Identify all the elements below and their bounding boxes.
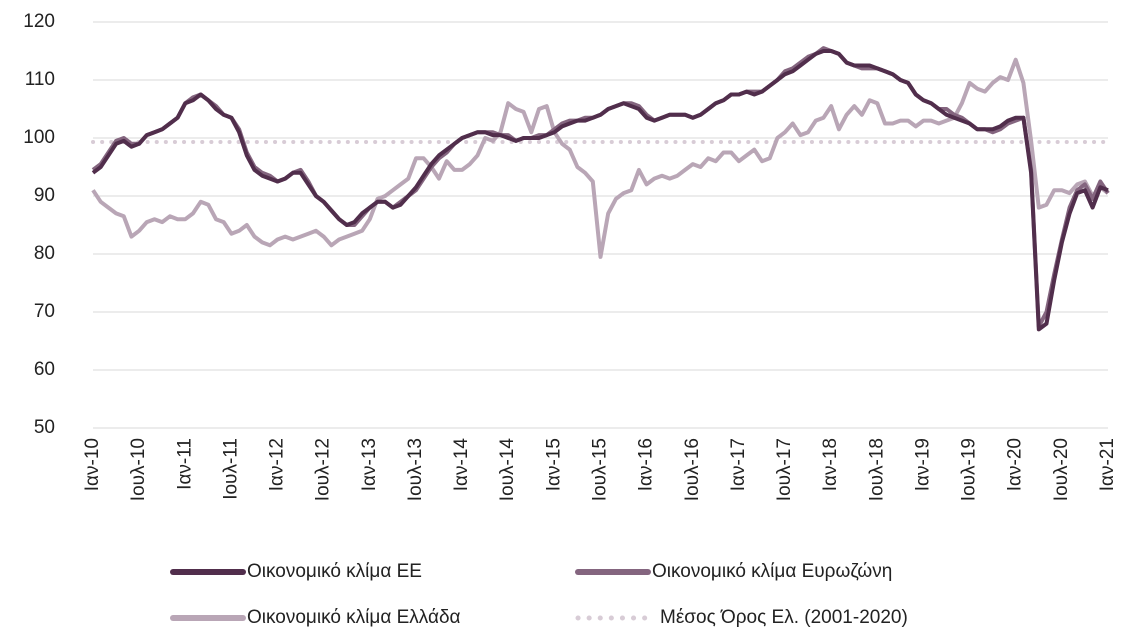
x-tick-label: Ιαν-19 bbox=[912, 438, 933, 491]
x-tick-label: Ιουλ-12 bbox=[313, 438, 334, 501]
x-tick-label: Ιουλ-14 bbox=[497, 438, 518, 502]
x-tick-label: Ιαν-18 bbox=[820, 438, 841, 491]
y-tick-label: 100 bbox=[23, 127, 55, 148]
x-tick-label: Ιουλ-10 bbox=[128, 438, 149, 501]
legend-label: Οικονομικό κλίμα ΕΕ bbox=[247, 561, 422, 582]
x-tick-label: Ιαν-16 bbox=[636, 438, 657, 491]
x-tick-label: Ιαν-15 bbox=[543, 438, 564, 491]
y-tick-label: 120 bbox=[23, 11, 55, 32]
x-tick-label: Ιουλ-20 bbox=[1051, 438, 1072, 501]
legend-label: Οικονομικό κλίμα Ευρωζώνη bbox=[652, 561, 892, 582]
x-tick-label: Ιαν-21 bbox=[1097, 438, 1118, 491]
legend-label: Μέσος Όρος Ελ. (2001-2020) bbox=[660, 607, 908, 628]
series-line bbox=[91, 49, 1109, 332]
x-tick-label: Ιουλ-17 bbox=[774, 438, 795, 501]
x-tick-label: Ιουλ-13 bbox=[405, 438, 426, 501]
y-tick-label: 110 bbox=[25, 69, 55, 90]
x-tick-label: Ιαν-20 bbox=[1005, 438, 1026, 491]
y-tick-label: 90 bbox=[34, 185, 55, 206]
x-tick-label: Ιουλ-11 bbox=[220, 438, 241, 500]
x-tick-label: Ιαν-13 bbox=[359, 438, 380, 491]
x-tick-label: Ιαν-11 bbox=[174, 438, 195, 490]
x-tick-label: Ιαν-17 bbox=[728, 438, 749, 491]
x-tick-label: Ιουλ-19 bbox=[959, 438, 980, 501]
legend-label: Οικονομικό κλίμα Ελλάδα bbox=[247, 607, 461, 628]
x-tick-label: Ιουλ-16 bbox=[682, 438, 703, 501]
x-tick-label: Ιουλ-15 bbox=[590, 438, 611, 501]
x-tick-label: Ιαν-10 bbox=[82, 438, 103, 491]
x-tick-label: Ιαν-12 bbox=[267, 438, 288, 491]
y-tick-label: 60 bbox=[34, 359, 55, 380]
y-tick-label: 70 bbox=[34, 301, 55, 322]
x-tick-label: Ιουλ-18 bbox=[866, 438, 887, 501]
y-tick-label: 50 bbox=[34, 417, 55, 438]
series-line bbox=[91, 57, 1110, 259]
x-tick-label: Ιαν-14 bbox=[451, 438, 472, 492]
y-tick-label: 80 bbox=[34, 243, 55, 264]
series-line bbox=[91, 46, 1110, 329]
